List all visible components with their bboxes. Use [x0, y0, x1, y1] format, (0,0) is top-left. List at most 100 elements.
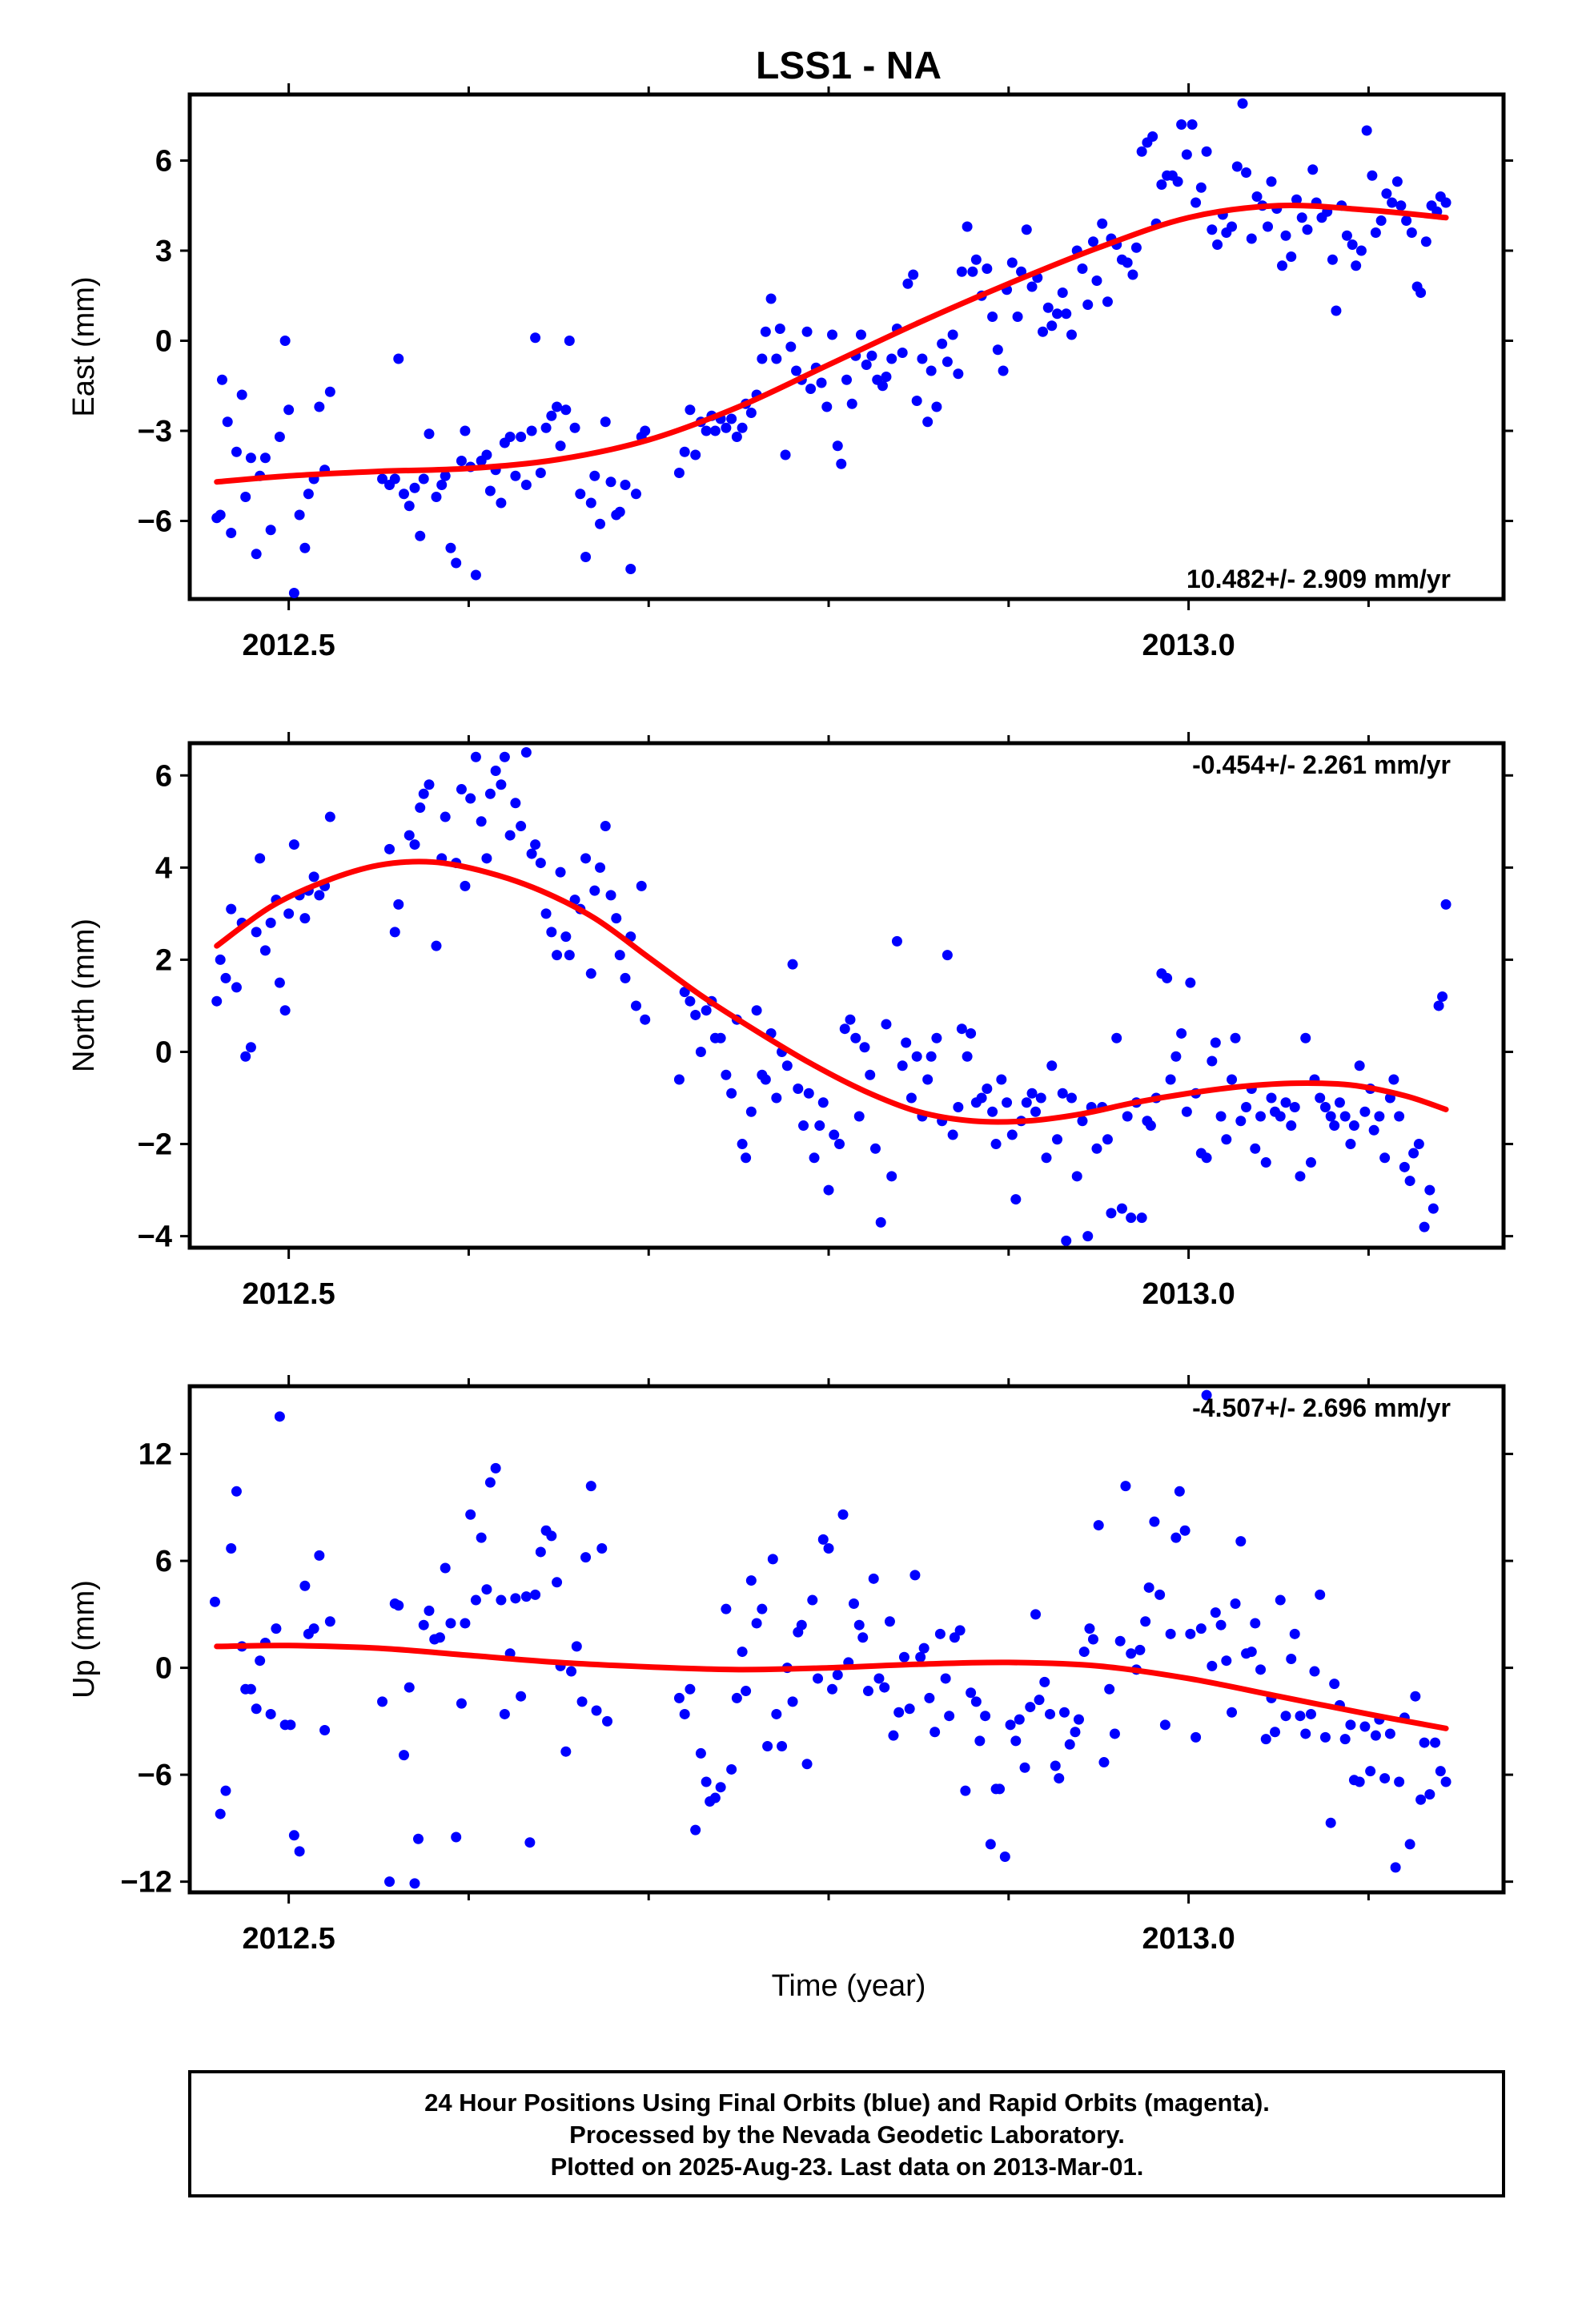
data-point: [1435, 1766, 1446, 1777]
data-point: [834, 1139, 845, 1150]
data-point: [960, 1785, 971, 1796]
data-point: [1006, 257, 1018, 268]
data-point: [283, 908, 295, 919]
data-point: [245, 1042, 256, 1053]
data-point: [1070, 1727, 1081, 1738]
data-point: [614, 506, 625, 517]
data-point: [476, 816, 487, 827]
data-point: [540, 422, 552, 433]
data-point: [1339, 1734, 1351, 1745]
data-point: [516, 1691, 527, 1702]
data-point: [377, 1696, 388, 1707]
data-point: [1309, 1666, 1320, 1677]
data-point: [1212, 239, 1223, 250]
data-point: [393, 899, 404, 910]
data-point: [484, 485, 496, 497]
data-point: [1401, 215, 1412, 226]
data-point: [1227, 221, 1238, 232]
data-point: [990, 1139, 1002, 1150]
data-point: [1367, 170, 1378, 181]
data-point: [817, 1097, 829, 1108]
data-point: [731, 432, 742, 442]
data-point: [1394, 1776, 1405, 1787]
data-point: [1365, 1766, 1376, 1777]
data-point: [580, 853, 592, 864]
data-point: [1057, 287, 1068, 298]
data-point: [765, 293, 777, 304]
data-point: [314, 1550, 325, 1561]
data-point: [540, 908, 552, 919]
data-point: [399, 489, 410, 500]
data-point: [879, 1682, 890, 1693]
data-point: [817, 1534, 829, 1545]
data-point: [476, 1532, 487, 1543]
data-point: [412, 1833, 424, 1844]
data-point: [1424, 1184, 1435, 1196]
data-point: [751, 1618, 762, 1629]
data-point: [630, 1000, 641, 1011]
data-point: [1235, 1536, 1247, 1547]
data-point: [308, 1623, 319, 1634]
data-point: [1002, 1097, 1013, 1108]
data-point: [1355, 245, 1367, 256]
data-point: [715, 1032, 726, 1043]
data-point: [1246, 233, 1257, 244]
data-point: [1339, 1111, 1351, 1122]
fit-curve: [214, 202, 1449, 485]
data-point: [1140, 1616, 1151, 1627]
data-point: [393, 1600, 404, 1611]
rate-label: -0.454+/- 2.261 mm/yr: [1192, 750, 1451, 779]
data-point: [424, 1605, 435, 1616]
data-point: [1370, 1730, 1381, 1741]
y-tick-label: 0: [155, 325, 172, 359]
data-point: [465, 1509, 476, 1520]
data-point: [251, 1703, 262, 1715]
data-point: [1227, 1074, 1238, 1085]
data-point: [1341, 230, 1352, 241]
data-point: [600, 416, 611, 428]
data-point: [211, 995, 223, 1007]
data-point: [384, 843, 396, 854]
data-point: [855, 329, 866, 340]
data-point: [902, 278, 913, 289]
data-point: [760, 326, 771, 337]
data-point: [757, 1603, 768, 1614]
data-point: [898, 1651, 909, 1663]
chart-title: LSS1 - NA: [756, 45, 942, 87]
data-point: [1077, 263, 1088, 274]
data-point: [530, 839, 541, 850]
data-point: [222, 416, 233, 428]
footer-line-2: Processed by the Nevada Geodetic Laborat…: [569, 2121, 1125, 2149]
data-point: [445, 542, 456, 553]
data-point: [510, 798, 521, 809]
data-point: [780, 449, 791, 460]
data-point: [886, 1171, 897, 1182]
data-point: [685, 404, 696, 416]
data-point: [1071, 1171, 1082, 1182]
data-point: [673, 1074, 685, 1085]
y-tick-label: 6: [155, 145, 172, 179]
data-point: [908, 269, 919, 280]
data-point: [245, 452, 256, 464]
data-point: [1241, 167, 1252, 178]
data-point: [1006, 1129, 1018, 1140]
data-point: [690, 1009, 701, 1020]
data-point: [1359, 1721, 1371, 1732]
data-point: [1104, 1683, 1115, 1695]
data-point: [909, 1570, 921, 1581]
data-point: [299, 1580, 311, 1591]
data-point: [451, 1831, 462, 1843]
data-point: [259, 945, 271, 956]
data-point: [1325, 1111, 1336, 1122]
y-tick-label: 12: [139, 1438, 172, 1472]
data-point: [1087, 236, 1098, 247]
data-point: [1286, 1653, 1297, 1664]
data-point: [1351, 260, 1362, 271]
data-point: [992, 344, 1003, 356]
data-point: [762, 1741, 773, 1752]
data-point: [1399, 1161, 1410, 1172]
data-point: [868, 1573, 879, 1584]
data-point: [816, 377, 827, 388]
data-point: [552, 401, 563, 412]
data-point: [1295, 1711, 1306, 1722]
